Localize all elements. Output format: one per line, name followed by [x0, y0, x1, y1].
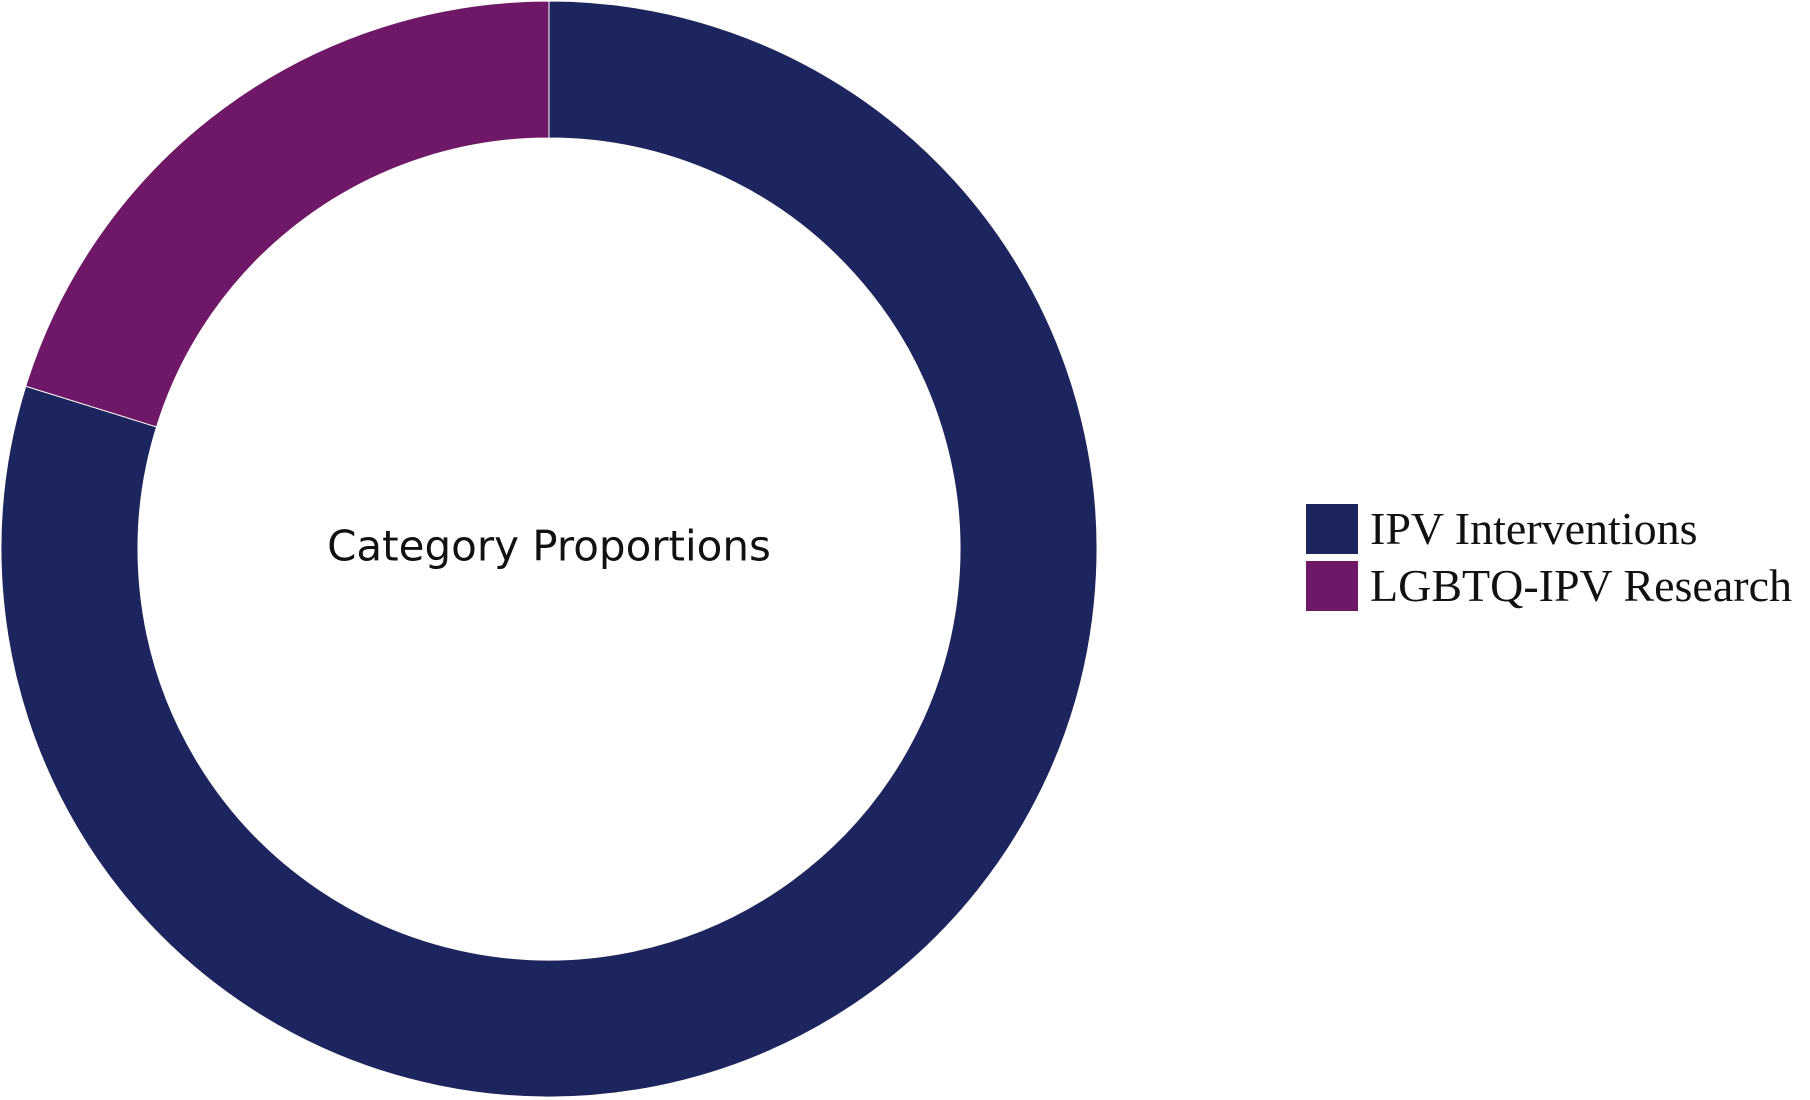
donut-slice-lgbtq-ipv-research: [25, 0, 550, 428]
legend-swatch: [1306, 504, 1358, 554]
legend-label: IPV Interventions: [1370, 503, 1698, 554]
donut-slices: [0, 0, 1098, 1098]
donut-slice-ipv-interventions: [0, 0, 1098, 1098]
legend-swatch: [1306, 561, 1358, 611]
legend-label: LGBTQ-IPV Research: [1370, 560, 1792, 611]
legend: IPV Interventions LGBTQ-IPV Research: [1306, 503, 1792, 611]
center-label: Category Proportions: [327, 522, 771, 571]
